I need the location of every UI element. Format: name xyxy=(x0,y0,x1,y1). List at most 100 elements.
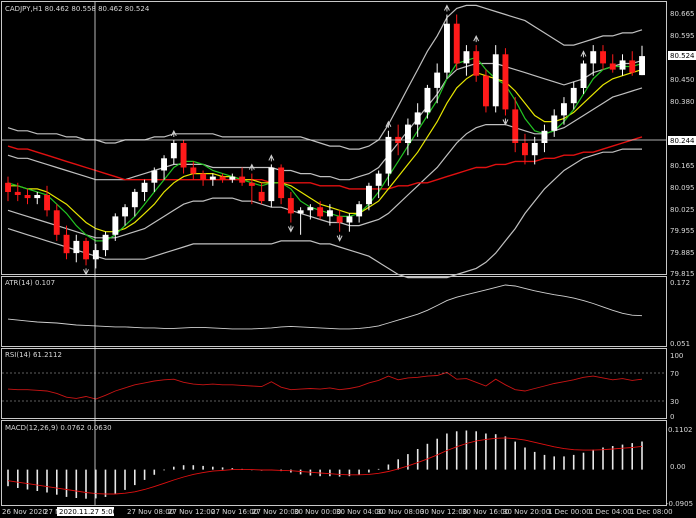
macd-bar xyxy=(36,469,39,491)
candle-body xyxy=(541,130,548,143)
price-tick: 79.955 xyxy=(670,227,695,235)
bollinger-bands xyxy=(7,4,643,279)
candle-body xyxy=(336,216,343,223)
candle-body xyxy=(141,182,148,192)
macd-bar xyxy=(231,468,234,470)
macd-panel-label: MACD(12,26,9) 0.0762 0.0630 xyxy=(5,424,112,432)
macd-bar xyxy=(543,454,546,470)
macd-bar xyxy=(621,444,624,470)
candle-body xyxy=(268,167,275,202)
macd-bar xyxy=(56,469,58,495)
crosshair-time-tag xyxy=(57,507,114,516)
candle-body xyxy=(512,109,519,143)
macd-bar xyxy=(143,469,146,480)
fractal-down-arrow xyxy=(502,118,509,126)
candle-body xyxy=(151,170,158,183)
candle-body xyxy=(375,173,382,186)
fractal-up-arrow xyxy=(170,129,177,137)
macd-bar xyxy=(426,443,429,470)
candle-body xyxy=(444,23,450,73)
price-tick: 80.380 xyxy=(670,98,695,106)
time-tick: 1 Dec 04:00 xyxy=(589,508,632,516)
macd-bar xyxy=(348,469,351,477)
macd-bar xyxy=(221,467,224,470)
candle-body xyxy=(531,143,538,156)
macd-bar xyxy=(611,446,614,470)
main-panel-frame xyxy=(1,1,667,275)
fractal-down-arrow xyxy=(336,234,343,242)
candle-body xyxy=(209,176,216,180)
time-tick: 30 Nov 16:00 xyxy=(462,508,509,516)
candle-body xyxy=(356,204,363,217)
macd-bar xyxy=(358,469,360,475)
fractal-arrows xyxy=(83,4,587,276)
macd-bar xyxy=(202,465,204,470)
candle-body xyxy=(258,191,265,202)
candle-body xyxy=(639,56,645,76)
candle-body xyxy=(463,51,470,64)
band-lower-line xyxy=(7,148,642,279)
macd-bar xyxy=(338,469,341,477)
macd-bar xyxy=(124,469,126,490)
time-tick: 27 Nov 16:00 xyxy=(211,508,258,516)
macd-bar xyxy=(212,466,214,470)
price-tick: 80.595 xyxy=(670,32,695,40)
band-inner-lower-line xyxy=(7,87,643,239)
macd-bar xyxy=(104,469,107,497)
current-price-label: 80.524 xyxy=(670,52,695,60)
rsi-panel-label: RSI(14) 61.2112 xyxy=(5,351,62,359)
ma-slow-line xyxy=(7,136,643,190)
candle-body xyxy=(590,51,597,64)
macd-bar xyxy=(407,454,409,470)
candle-body xyxy=(424,87,431,113)
macd-bar xyxy=(602,447,604,470)
candle-body xyxy=(629,60,636,73)
candle-body xyxy=(453,23,460,64)
macd-bar xyxy=(163,469,165,471)
candle-body xyxy=(44,195,50,211)
macd-bar xyxy=(46,469,48,493)
candle-body xyxy=(190,167,197,174)
macd-panel-frame xyxy=(1,420,667,506)
rsi-tick: 100 xyxy=(670,352,683,360)
time-tick: 30 Nov 00:00 xyxy=(294,508,341,516)
macd-bar xyxy=(153,469,156,475)
candle-body xyxy=(609,63,616,70)
macd-bar xyxy=(134,469,136,486)
macd-bar xyxy=(563,456,565,470)
time-tick: 1 Dec 08:00 xyxy=(630,508,673,516)
fractal-down-arrow xyxy=(83,268,89,276)
candle-body xyxy=(14,191,21,195)
rsi-panel-frame xyxy=(1,348,667,419)
macd-bar xyxy=(192,465,195,470)
candle-body xyxy=(92,250,99,260)
time-tick: 30 Nov 08:00 xyxy=(377,508,424,516)
macd-bar xyxy=(631,443,633,470)
rsi-tick: 0 xyxy=(670,413,674,421)
candle-body xyxy=(180,143,187,168)
macd-bar xyxy=(572,454,575,470)
candle-body xyxy=(434,72,441,88)
macd-bar xyxy=(26,469,29,490)
atr-tick: 0.051 xyxy=(670,340,690,348)
atr-line xyxy=(7,284,643,330)
candle-body xyxy=(561,103,567,116)
candlesticks[interactable] xyxy=(5,14,645,269)
time-tick: 30 Nov 20:00 xyxy=(503,508,550,516)
price-tick: 80.025 xyxy=(670,206,695,214)
candle-body xyxy=(580,63,587,88)
fractal-down-arrow xyxy=(287,225,294,233)
candle-body xyxy=(5,182,11,192)
macd-signal-line xyxy=(7,437,643,495)
macd-bar xyxy=(397,459,399,470)
macd-bar xyxy=(592,449,594,470)
candle-body xyxy=(122,207,128,217)
price-tick: 80.450 xyxy=(670,76,695,84)
candle-body xyxy=(63,234,70,254)
candle-body xyxy=(34,195,41,199)
candle-body xyxy=(600,51,606,64)
atr-panel-frame xyxy=(1,276,667,347)
candle-body xyxy=(131,191,138,208)
macd-bar xyxy=(455,431,458,470)
